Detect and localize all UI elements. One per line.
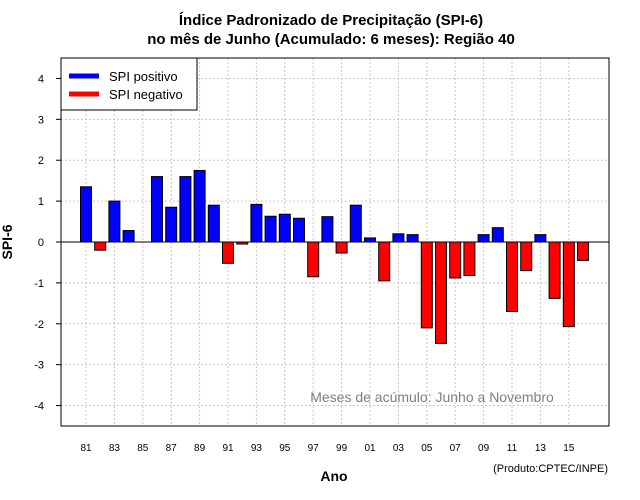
y-tick-label: -4 <box>34 401 44 413</box>
x-tick-label: 93 <box>251 443 263 454</box>
bars <box>80 169 589 344</box>
bar-1999 <box>335 241 348 254</box>
bar-1996 <box>293 217 305 243</box>
y-tick-label: -1 <box>34 278 44 290</box>
bar-1994 <box>264 215 277 243</box>
x-tick-label: 99 <box>336 443 348 454</box>
bar-2012 <box>520 241 533 272</box>
x-tick-label: 91 <box>222 443 234 454</box>
bar-1988 <box>179 176 192 243</box>
legend: SPI positivo SPI negativo <box>60 57 198 111</box>
x-tick-label: 11 <box>507 443 518 454</box>
bar-2013 <box>534 234 547 243</box>
bar-1987 <box>165 206 178 243</box>
legend-label-positive: SPI positivo <box>109 69 178 84</box>
bar-1990 <box>207 204 220 243</box>
y-tick-label: 3 <box>38 114 44 126</box>
y-tick-label: 4 <box>38 73 44 85</box>
bar-2006 <box>435 241 447 344</box>
bar-2010 <box>491 227 504 243</box>
y-tick-label: -3 <box>34 360 44 372</box>
y-axis-label: SPI-6 <box>0 224 15 259</box>
bar-1991 <box>222 241 234 264</box>
bar-2004 <box>406 234 419 243</box>
x-tick-label: 03 <box>393 443 405 454</box>
bar-1986 <box>151 176 163 243</box>
bar-2002 <box>378 241 391 282</box>
accumulation-annotation: Meses de acúmulo: Junho a Novembro <box>310 389 554 405</box>
bar-1995 <box>278 213 291 243</box>
bar-1981 <box>80 186 92 243</box>
x-tick-label: 01 <box>364 443 376 454</box>
legend-label-negative: SPI negativo <box>109 87 183 102</box>
x-tick-label: 97 <box>308 443 320 454</box>
x-tick-label: 89 <box>194 443 206 454</box>
chart-subtitle: no mês de Junho (Acumulado: 6 meses): Re… <box>147 31 515 48</box>
product-credit: (Produto:CPTEC/INPE) <box>493 463 608 475</box>
x-tick-label: 81 <box>80 443 92 454</box>
bar-1982 <box>94 241 107 251</box>
bar-1993 <box>250 203 263 243</box>
x-tick-label: 15 <box>563 443 575 454</box>
x-tick-label: 13 <box>535 443 547 454</box>
bar-2009 <box>477 234 490 243</box>
bar-2016 <box>577 241 589 261</box>
legend-box <box>60 57 198 111</box>
x-tick-label: 83 <box>109 443 121 454</box>
y-tick-label: 1 <box>38 196 44 208</box>
x-tick-label: 85 <box>137 443 149 454</box>
chart-title: Índice Padronizado de Precipitação (SPI-… <box>179 12 483 29</box>
y-tick-label: 0 <box>38 237 44 249</box>
bar-2014 <box>548 241 561 299</box>
x-tick-label: 95 <box>279 443 291 454</box>
x-tick-label: 07 <box>450 443 462 454</box>
x-axis: 81 83 85 87 89 91 93 95 97 99 01 03 05 07 09 11 13 15 <box>80 443 574 454</box>
x-axis-label: Ano <box>320 468 347 484</box>
bar-1989 <box>193 169 206 243</box>
bar-2005 <box>420 241 433 329</box>
y-axis: -4 -3 -2 -1 0 1 2 3 4 <box>34 73 61 413</box>
bar-2000 <box>349 204 362 243</box>
y-tick-label: -2 <box>34 319 44 331</box>
bar-2007 <box>449 241 462 279</box>
x-tick-label: 87 <box>166 443 178 454</box>
x-tick-label: 09 <box>478 443 490 454</box>
x-tick-label: 05 <box>421 443 433 454</box>
bar-2008 <box>463 241 476 277</box>
bar-1984 <box>122 230 135 243</box>
bar-2001 <box>364 237 376 243</box>
y-tick-label: 2 <box>38 155 44 167</box>
bar-2015 <box>562 241 575 328</box>
bar-1983 <box>108 200 121 243</box>
bar-2003 <box>392 233 405 243</box>
bar-2011 <box>506 241 518 313</box>
bar-1997 <box>307 241 320 278</box>
bar-1998 <box>321 216 334 243</box>
